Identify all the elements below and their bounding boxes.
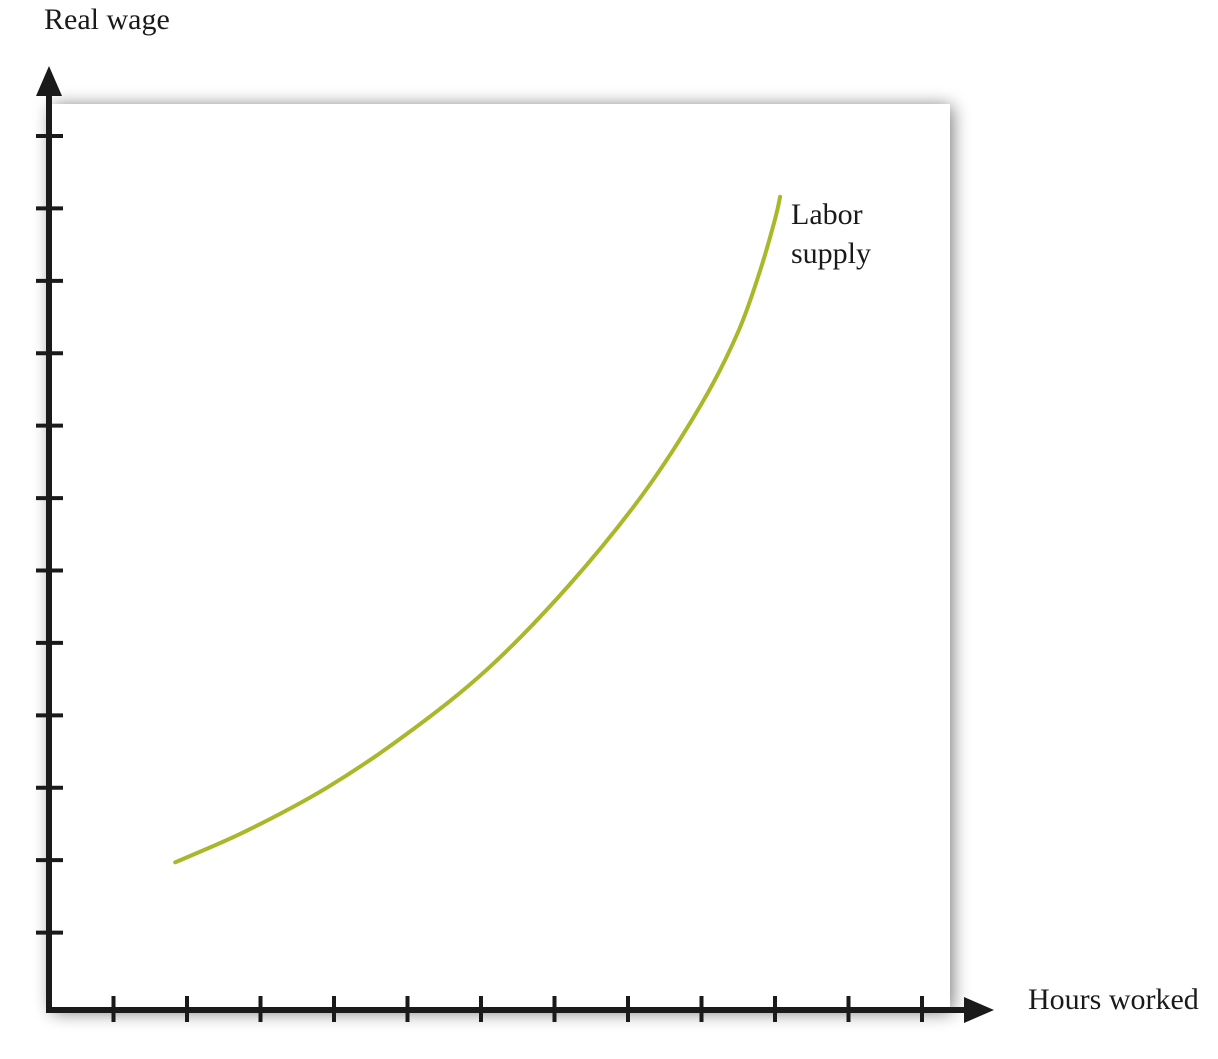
y-axis-label: Real wage [44, 3, 170, 36]
series-label-line-2: supply [791, 237, 872, 270]
series-label-labor-supply: Labor supply [791, 195, 871, 273]
plot-area [50, 104, 950, 1010]
x-axis-arrow-icon [964, 997, 994, 1023]
y-axis-arrow-icon [36, 66, 62, 96]
x-axis-label: Hours worked [1028, 983, 1199, 1016]
labor-supply-curve [173, 194, 783, 865]
series-label-line-1: Labor [791, 198, 863, 231]
